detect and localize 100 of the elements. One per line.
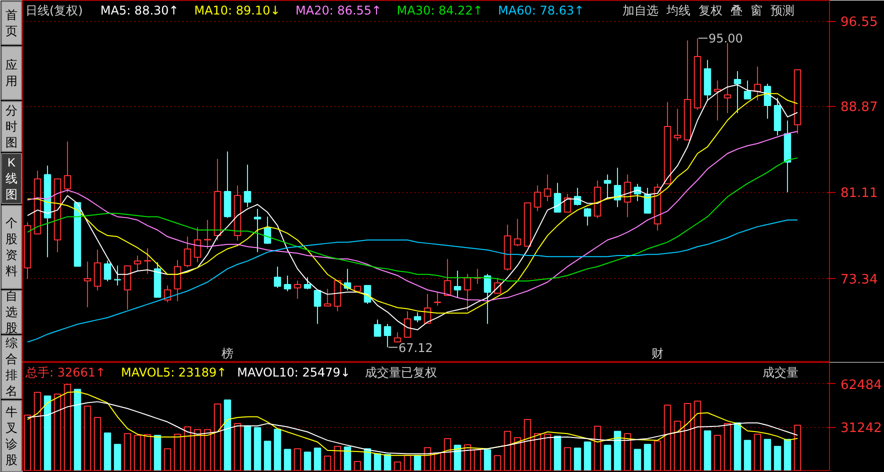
bar <box>634 448 642 470</box>
bar <box>224 400 232 470</box>
annotation: 财 <box>652 346 664 360</box>
annotation: 榜 <box>222 346 234 360</box>
annotation: 复权 <box>698 4 722 18</box>
text: 牛叉诊股 <box>6 404 18 468</box>
candlestick <box>674 108 682 142</box>
bar <box>614 430 622 470</box>
candlestick <box>444 258 452 296</box>
bar <box>304 452 312 470</box>
candlestick <box>454 270 462 298</box>
candlestick <box>514 218 522 247</box>
bar <box>574 448 582 470</box>
candlestick <box>744 80 752 100</box>
annotation: 窗 <box>750 4 762 18</box>
y-tick-label: 73.34 <box>840 272 878 288</box>
bar <box>384 454 392 470</box>
text: MA60: 78.63↑ <box>498 4 584 18</box>
bar <box>554 436 562 470</box>
bar <box>734 422 742 470</box>
candlestick <box>544 174 552 202</box>
candlestick <box>414 312 422 323</box>
candlestick <box>604 174 612 198</box>
bar <box>374 453 382 470</box>
text: MA10: 89.10↓ <box>194 4 280 18</box>
candlestick <box>584 207 592 226</box>
y-tick-label: 31242 <box>840 421 882 436</box>
text: 个股资料 <box>6 216 18 278</box>
candlestick <box>64 141 72 193</box>
candlestick <box>144 248 152 274</box>
text: MA30: 84.22↑ <box>396 4 483 18</box>
line-series <box>27 401 798 454</box>
candlestick <box>184 236 192 268</box>
annotation: 成交量 <box>762 366 798 380</box>
line-series <box>27 220 798 342</box>
bar <box>774 446 782 470</box>
bar <box>104 432 112 470</box>
candlestick <box>484 273 492 324</box>
candlestick <box>534 185 542 212</box>
annotation: 均线 <box>666 4 690 18</box>
candlestick <box>374 319 382 337</box>
bar <box>284 448 292 470</box>
candlestick <box>94 249 102 292</box>
candlestick <box>104 260 112 282</box>
chart-title: 日线(复权) <box>26 4 83 18</box>
annotation: 67.12 <box>398 340 433 355</box>
annotation: 成交量已复权 <box>364 366 437 380</box>
y-tick-label: 62484 <box>840 378 882 393</box>
candlestick <box>724 42 732 114</box>
bar <box>264 440 272 470</box>
candlestick <box>404 310 412 338</box>
bar <box>44 396 52 470</box>
bar <box>414 454 422 470</box>
bar <box>644 444 652 470</box>
candlestick <box>384 323 392 348</box>
bar <box>244 425 252 470</box>
candlestick <box>734 70 742 114</box>
annotation: 预测 <box>770 4 794 18</box>
candlestick <box>84 261 92 308</box>
candlestick <box>284 275 292 292</box>
candlestick <box>304 276 312 290</box>
bar <box>344 446 352 470</box>
candlestick <box>274 266 282 288</box>
text: 应用 <box>6 58 18 88</box>
line-series <box>27 130 798 302</box>
candlestick <box>554 182 562 213</box>
bar <box>254 427 262 470</box>
text: MA5: 88.30↑ <box>100 4 179 18</box>
bar <box>484 449 492 470</box>
y-tick-label: 88.87 <box>840 100 878 116</box>
bar <box>314 448 322 470</box>
text: MAVOL5: 23189↑ <box>121 366 227 380</box>
text: MA20: 86.55↑ <box>296 4 382 18</box>
candlestick <box>124 265 132 310</box>
candlestick <box>254 208 262 253</box>
candlestick <box>114 265 122 286</box>
y-tick-label: 81.11 <box>840 186 878 202</box>
candlestick <box>324 288 332 306</box>
bar <box>154 434 162 470</box>
text: 综合排名 <box>6 336 18 398</box>
candlestick <box>194 226 202 263</box>
candlestick <box>204 219 212 250</box>
y-tick-label: 96.55 <box>840 15 878 30</box>
bar <box>114 444 122 470</box>
bar <box>274 428 282 470</box>
candlestick <box>464 273 472 311</box>
annotation: 加自选 <box>622 4 658 18</box>
candlestick <box>314 290 322 324</box>
candlestick <box>294 280 302 300</box>
annotation: 95.00 <box>708 32 743 46</box>
candlestick <box>244 164 252 208</box>
series-label: 总手: 32661↑ <box>24 366 106 380</box>
candlestick <box>434 292 442 306</box>
candlestick <box>134 255 142 272</box>
bar <box>764 438 772 470</box>
bar <box>704 430 712 470</box>
candlestick <box>614 167 622 208</box>
text: 分时图 <box>6 103 18 150</box>
bar <box>784 438 792 470</box>
text: K线图 <box>6 155 18 202</box>
